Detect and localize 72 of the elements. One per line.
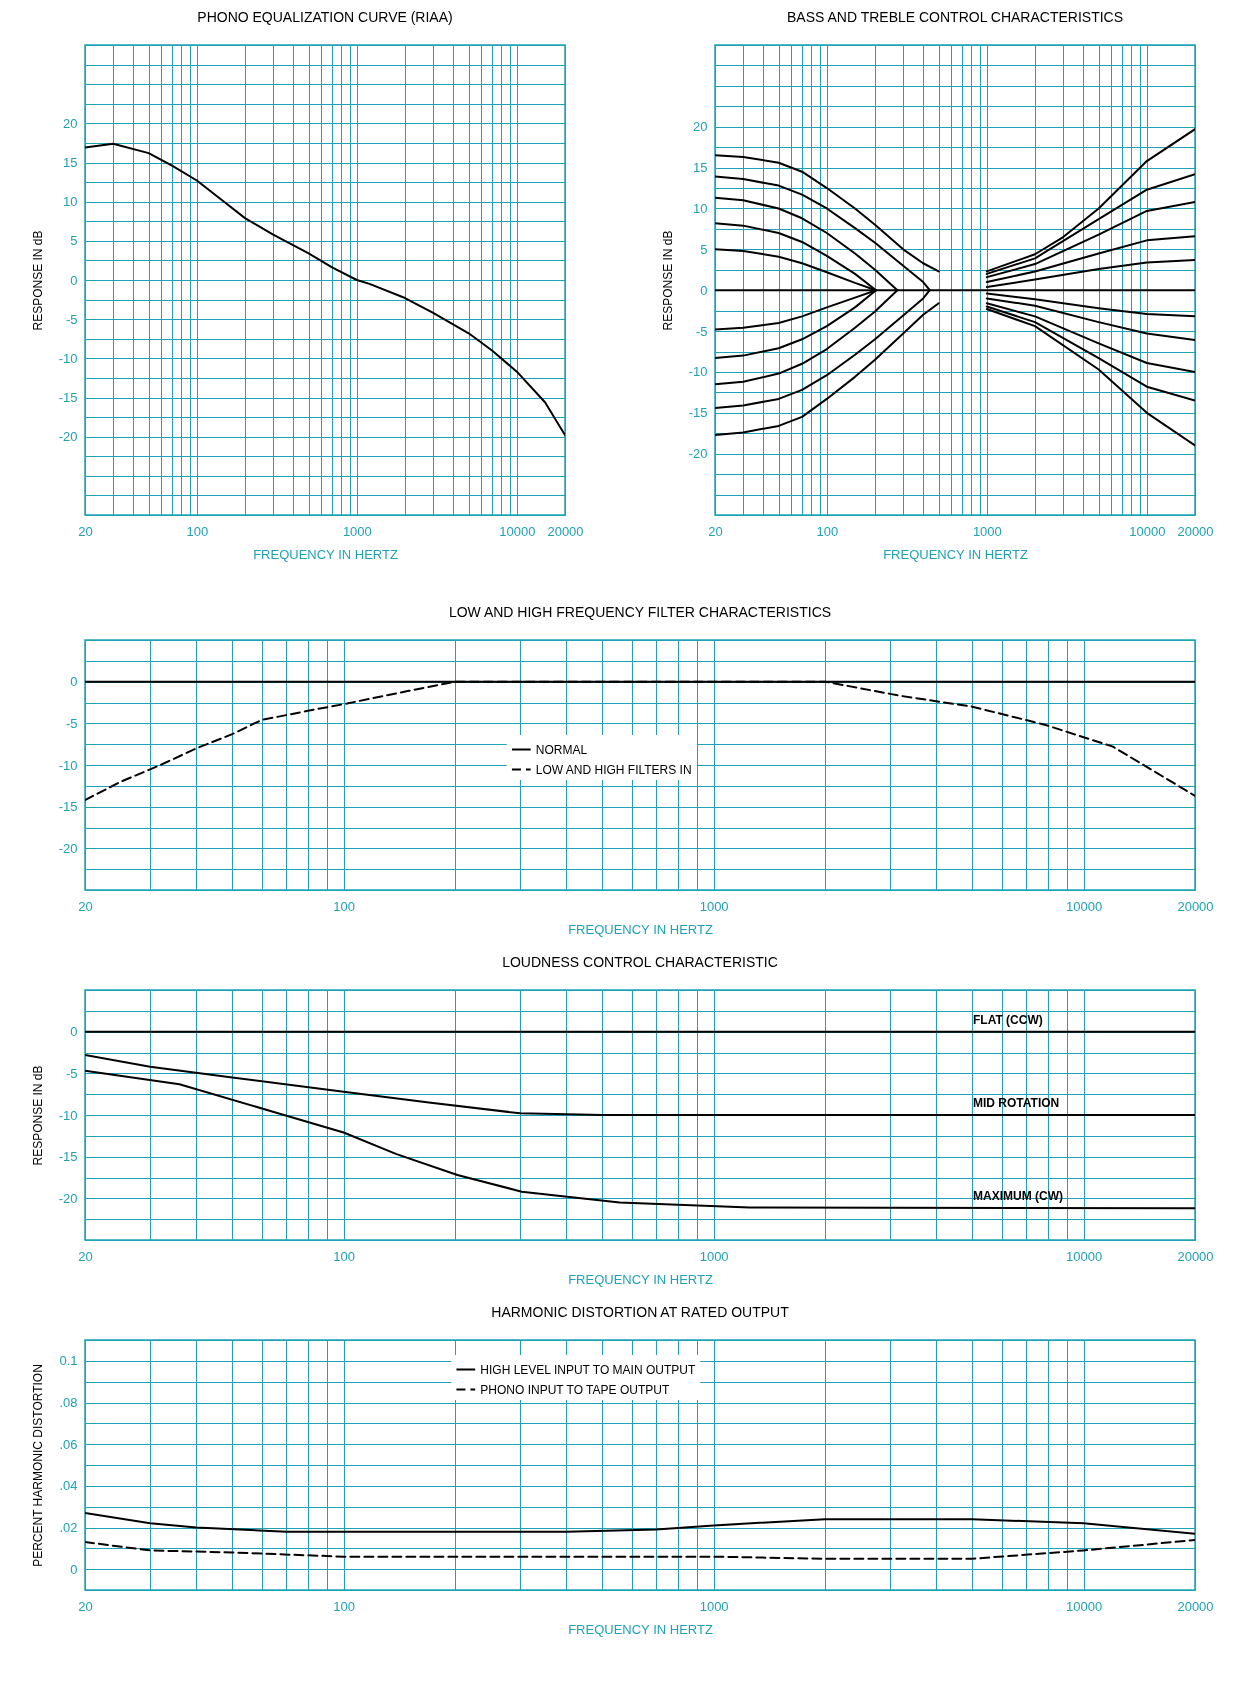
y-tick-label: 10 (693, 200, 708, 216)
x-axis-title: FREQUENCY IN HERTZ (568, 1621, 713, 1637)
x-axis-title: FREQUENCY IN HERTZ (883, 546, 1028, 562)
x-axis-title: FREQUENCY IN HERTZ (568, 921, 713, 937)
y-tick-label: 0 (70, 1561, 78, 1577)
x-tick-label: 20000 (1177, 898, 1214, 914)
y-tick-label: 15 (693, 160, 708, 176)
y-axis-title: RESPONSE IN dB (30, 230, 45, 331)
y-tick-label: .04 (59, 1478, 78, 1494)
y-axis-title: PERCENT HARMONIC DISTORTION (31, 1364, 46, 1567)
y-tick-label: 0 (700, 282, 708, 298)
chart-title: LOW AND HIGH FREQUENCY FILTER CHARACTERISTICS (448, 604, 832, 620)
x-axis-title: FREQUENCY IN HERTZ (568, 1271, 713, 1287)
legend-label: HIGH LEVEL INPUT TO MAIN OUTPUT (480, 1362, 696, 1377)
y-tick-label: .06 (59, 1436, 78, 1452)
chart-title: LOUDNESS CONTROL CHARACTERISTIC (502, 954, 778, 970)
x-tick-label: 100 (333, 898, 355, 914)
x-tick-label: 20000 (1177, 1248, 1214, 1264)
y-tick-label: 0.1 (59, 1353, 78, 1369)
y-tick-label: 10 (63, 194, 78, 210)
x-tick-label: 10000 (1066, 1598, 1103, 1614)
x-tick-label: 100 (186, 523, 209, 539)
x-axis-title: FREQUENCY IN HERTZ (253, 546, 398, 562)
y-tick-label: -15 (688, 405, 708, 421)
x-tick-label: 1000 (342, 523, 372, 539)
x-tick-label: 10000 (499, 523, 536, 539)
y-tick-label: -20 (58, 429, 78, 445)
chart-title: PHONO EQUALIZATION CURVE (RIAA) (197, 9, 453, 25)
y-tick-label: -10 (688, 364, 708, 380)
y-tick-label: .08 (59, 1395, 78, 1410)
y-tick-label: -20 (58, 1190, 78, 1206)
y-axis-title: RESPONSE IN dB (660, 230, 675, 331)
legend-label: LOW AND HIGH FILTERS IN (535, 762, 692, 777)
y-tick-label: -10 (58, 1107, 78, 1123)
y-tick-label: 0 (70, 272, 78, 288)
y-tick-label: -10 (58, 757, 78, 773)
y-tick-label: -15 (58, 390, 78, 405)
x-tick-label: 100 (816, 523, 839, 539)
y-tick-label: -5 (695, 323, 708, 339)
y-tick-label: 20 (693, 119, 708, 135)
y-tick-label: -15 (58, 1149, 78, 1165)
y-tick-label: 0 (70, 674, 78, 690)
y-tick-label: 5 (70, 233, 78, 249)
x-tick-label: 10000 (1066, 1248, 1103, 1264)
x-tick-label: 100 (333, 1598, 355, 1614)
y-tick-label: 15 (63, 155, 78, 170)
y-tick-label: 20 (63, 115, 78, 131)
y-tick-label: -5 (65, 715, 78, 731)
x-tick-label: 20000 (547, 523, 584, 539)
y-tick-label: -20 (58, 840, 78, 856)
x-tick-label: 20000 (1177, 1598, 1214, 1614)
x-tick-label: 10000 (1129, 523, 1166, 539)
x-tick-label: 20000 (1177, 523, 1214, 539)
legend-label: NORMAL (535, 742, 588, 757)
y-axis-title: RESPONSE IN dB (30, 1065, 45, 1166)
legend-label: PHONO INPUT TO TAPE OUTPUT (480, 1382, 670, 1397)
y-tick-label: 5 (700, 241, 708, 257)
chart-title: HARMONIC DISTORTION AT RATED OUTPUT (491, 1304, 790, 1320)
y-tick-label: 0 (70, 1024, 78, 1040)
y-tick-label: .02 (59, 1520, 78, 1535)
y-tick-label: -15 (58, 799, 78, 815)
x-tick-label: 1000 (699, 898, 729, 914)
chart-title: BASS AND TREBLE CONTROL CHARACTERISTICS (786, 9, 1124, 25)
x-tick-label: 1000 (699, 1248, 729, 1264)
y-tick-label: -10 (58, 350, 78, 366)
x-tick-label: 10000 (1066, 898, 1103, 914)
y-tick-label: -20 (688, 446, 708, 462)
x-tick-label: 100 (333, 1248, 355, 1264)
x-tick-label: 1000 (972, 523, 1002, 539)
x-tick-label: 1000 (699, 1598, 729, 1614)
y-tick-label: -5 (65, 1065, 78, 1081)
y-tick-label: -5 (65, 311, 78, 327)
